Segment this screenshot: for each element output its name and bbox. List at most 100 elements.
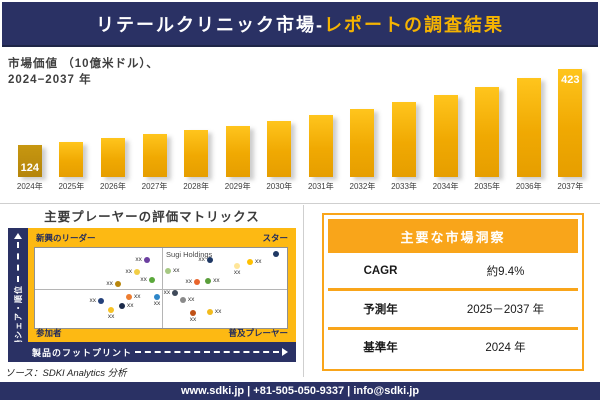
matrix-point: xx	[186, 278, 201, 285]
bar-year-label: 2032年	[349, 182, 376, 191]
bar-value-label: 124	[20, 162, 39, 174]
bar-slot-2024年: 124 2024年	[9, 69, 51, 192]
bar-slot-2026年: 2026年	[92, 69, 134, 192]
matrix-point: xx	[90, 297, 105, 305]
matrix-point: xx	[108, 307, 114, 320]
bar-slot-2030年: 2030年	[258, 69, 300, 192]
matrix-point: xx	[154, 294, 160, 307]
table-row-base-year: 基準年 2024 年	[328, 330, 578, 365]
matrix-x-axis: 製品のフットプリント	[8, 342, 296, 362]
insights-table-header: 主要な市場洞察	[328, 219, 578, 253]
chart-bar: 124	[17, 145, 42, 177]
bar-year-label: 2028年	[183, 182, 209, 191]
bar-year-label: 2029年	[224, 182, 251, 191]
chart-bar	[59, 142, 84, 177]
bar-value-label: 423	[561, 74, 580, 86]
matrix-point: xx	[135, 256, 150, 263]
chart-subtitle-line2: 2024−2037 年	[8, 74, 92, 86]
chart-bar	[516, 78, 541, 177]
matrix-point: xx	[198, 256, 213, 263]
bar-slot-2037年: 423 2037年	[550, 69, 592, 192]
matrix-point-label: xx	[126, 301, 134, 309]
row-value-base-year: 2024 年	[485, 342, 526, 355]
matrix-top-labels: 新興のリーダー スター	[28, 228, 296, 244]
matrix-point: xx	[106, 280, 121, 287]
matrix-point-label: xx	[106, 279, 113, 287]
bar-year-label: 2027年	[141, 182, 168, 191]
horizontal-divider	[0, 203, 600, 204]
quadrant-label-pervasive-players: 普及プレーヤー	[228, 328, 288, 338]
matrix-bottom-labels: 参加者 普及プレーヤー	[28, 327, 296, 342]
page-title-accent: レポートの調査結果	[324, 14, 504, 35]
matrix-point: xx	[190, 310, 196, 323]
bar-slot-2025年: 2025年	[51, 69, 93, 192]
matrix-point: xx	[205, 277, 220, 285]
bar-year-label: 2030年	[266, 182, 293, 191]
row-label-cagr: CAGR	[363, 264, 398, 277]
matrix-point-label: xx	[214, 307, 222, 315]
matrix-point: xx	[165, 267, 180, 275]
matrix-annotation: Sugi Holdings	[166, 249, 213, 259]
quadrant-label-stars: スター	[262, 233, 288, 243]
bar-year-label: 2037年	[557, 182, 584, 191]
bar-year-label: 2025年	[58, 182, 85, 191]
chart-bar	[184, 130, 209, 177]
bar-year-label: 2036年	[515, 182, 542, 191]
x-axis-dashed-line	[135, 351, 279, 353]
matrix-point-label: xx	[198, 255, 205, 263]
bar-slot-2028年: 2028年	[175, 69, 217, 192]
bar-slot-2034年: 2034年	[425, 69, 467, 192]
row-value-forecast-year: 2025－2037 年	[466, 303, 545, 316]
footer-contact-bar: www.sdki.jp | +81-505-050-9337 | info@sd…	[0, 382, 600, 400]
footer-contact-text: www.sdki.jp | +81-505-050-9337 | info@sd…	[180, 385, 420, 397]
table-row-cagr: CAGR 約9.4%	[328, 253, 578, 288]
player-evaluation-matrix: 市場シェア・順位 新興のリーダー スター Sugi Holdings xx xx x…	[8, 228, 296, 362]
matrix-point: xx	[246, 258, 261, 265]
chart-bar	[225, 126, 250, 177]
quadrant-horizontal-line	[35, 288, 287, 290]
matrix-x-axis-label: 製品のフットプリント	[32, 347, 133, 358]
bar-slot-2035年: 2035年	[466, 69, 508, 192]
bar-year-label: 2026年	[100, 182, 126, 191]
matrix-point: xx	[234, 263, 240, 276]
matrix-y-axis: 市場シェア・順位	[8, 228, 28, 362]
matrix-point-label: xx	[133, 292, 141, 300]
matrix-point-label: xx	[125, 267, 133, 275]
x-axis-arrow-icon	[282, 348, 288, 356]
bar-year-label: 2031年	[307, 182, 334, 191]
chart-bar	[433, 95, 458, 177]
chart-subtitle: 市場価値 （10億米ドル）、 2024−2037 年	[8, 56, 159, 88]
matrix-point	[272, 251, 279, 257]
matrix-point-label: xx	[107, 313, 115, 320]
source-note: ソース：SDKI Analytics 分析	[5, 368, 127, 379]
chart-bar	[267, 121, 292, 177]
matrix-point-label: xx	[89, 296, 97, 304]
chart-bar: 423	[558, 69, 583, 177]
bar-slot-2033年: 2033年	[383, 69, 425, 192]
bar-slot-2031年: 2031年	[300, 69, 342, 192]
table-row-separator	[328, 326, 578, 330]
matrix-point: xx	[125, 293, 140, 301]
table-row-forecast-year: 予測年 2025－2037 年	[328, 291, 578, 326]
chart-bar	[100, 138, 125, 177]
matrix-point: xx	[206, 308, 221, 315]
chart-bar	[142, 134, 167, 177]
y-axis-arrow-icon	[14, 233, 22, 239]
matrix-title: 主要プレーヤーの評価マトリックス	[44, 210, 260, 224]
chart-bar	[391, 102, 416, 177]
bar-year-label: 2033年	[391, 182, 417, 191]
matrix-point-label: xx	[233, 269, 241, 276]
chart-bar	[475, 87, 500, 177]
chart-bar	[308, 115, 333, 177]
bar-year-label: 2024年	[16, 182, 43, 191]
bar-slot-2036年: 2036年	[508, 69, 550, 192]
matrix-point-label: xx	[213, 276, 220, 284]
bar-year-label: 2034年	[432, 182, 459, 191]
matrix-point-label: xx	[140, 275, 147, 283]
matrix-point: xx	[118, 302, 133, 309]
matrix-point-label: xx	[173, 266, 180, 274]
bar-slot-2029年: 2029年	[217, 69, 259, 192]
chart-bar	[350, 109, 375, 177]
matrix-point-label: xx	[185, 277, 193, 285]
